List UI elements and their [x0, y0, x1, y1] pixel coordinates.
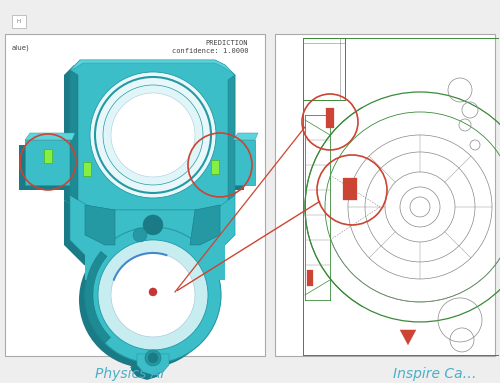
FancyBboxPatch shape — [12, 15, 26, 28]
Circle shape — [145, 350, 161, 366]
Circle shape — [79, 232, 215, 368]
Polygon shape — [400, 330, 416, 345]
Circle shape — [102, 255, 192, 345]
Circle shape — [149, 288, 157, 296]
Polygon shape — [227, 145, 244, 190]
Circle shape — [148, 353, 158, 363]
Text: H: H — [17, 20, 21, 25]
Circle shape — [133, 228, 147, 242]
Circle shape — [143, 215, 163, 235]
Polygon shape — [131, 359, 163, 380]
Bar — [85, 245, 225, 280]
Text: Physics AI: Physics AI — [96, 367, 164, 381]
Circle shape — [111, 253, 195, 337]
Text: Inspire Ca…: Inspire Ca… — [393, 367, 477, 381]
Circle shape — [103, 85, 203, 185]
Bar — [211, 160, 219, 174]
Polygon shape — [70, 60, 235, 210]
Circle shape — [111, 93, 195, 177]
Bar — [44, 149, 52, 163]
Text: alue): alue) — [12, 45, 30, 51]
Polygon shape — [70, 195, 235, 265]
Polygon shape — [137, 354, 169, 375]
Circle shape — [85, 227, 221, 363]
Polygon shape — [64, 200, 229, 270]
Bar — [326, 108, 334, 128]
Bar — [5, 34, 265, 356]
Wedge shape — [85, 251, 110, 343]
Bar — [307, 270, 313, 286]
Bar — [343, 178, 357, 200]
Polygon shape — [190, 205, 220, 245]
Polygon shape — [233, 140, 255, 185]
Text: PREDICTION
confidence: 1.0000: PREDICTION confidence: 1.0000 — [172, 40, 248, 54]
Polygon shape — [233, 133, 258, 140]
Circle shape — [90, 72, 216, 198]
Bar — [275, 34, 495, 356]
Circle shape — [98, 240, 208, 350]
Polygon shape — [19, 145, 66, 190]
Polygon shape — [70, 60, 235, 75]
Polygon shape — [228, 75, 235, 200]
Polygon shape — [70, 70, 78, 200]
Polygon shape — [25, 140, 72, 185]
Polygon shape — [25, 133, 75, 140]
Polygon shape — [85, 205, 115, 245]
Bar — [83, 162, 91, 176]
Polygon shape — [64, 65, 229, 215]
Circle shape — [84, 77, 210, 203]
